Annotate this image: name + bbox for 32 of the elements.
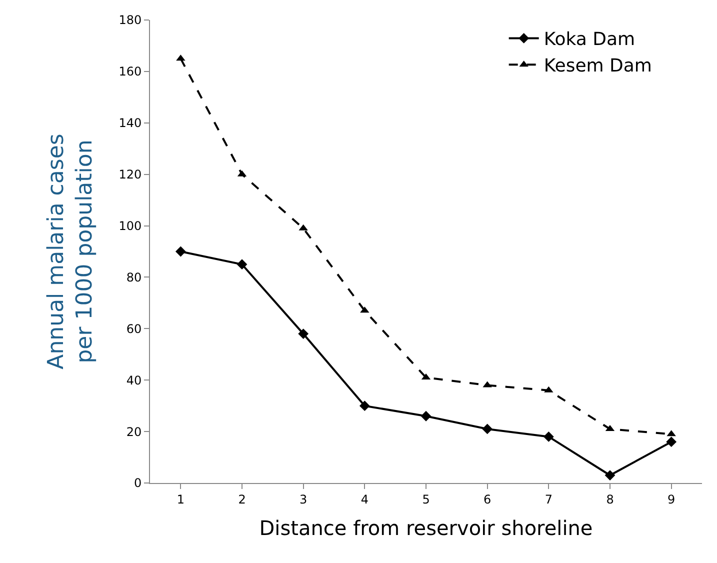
point	[420, 410, 432, 422]
x-tick-label: 8	[606, 492, 614, 506]
x-tick-label: 3	[300, 492, 308, 506]
y-tick-label: 140	[118, 116, 142, 130]
point	[175, 246, 186, 257]
x-tick-label: 2	[238, 492, 246, 506]
x-tick-label: 5	[422, 492, 430, 506]
legend-label: Kesem Dam	[544, 56, 652, 77]
y-tick-label: 100	[118, 218, 142, 233]
point	[666, 436, 677, 448]
point	[236, 259, 248, 270]
point	[359, 400, 370, 412]
y-tick-label: 60	[126, 322, 142, 336]
point	[298, 328, 309, 340]
y-tick-label: 80	[126, 270, 142, 284]
x-tick-label: 7	[544, 492, 552, 506]
y-tick-label: 0	[134, 476, 142, 490]
y-tick-label: 160	[118, 64, 142, 79]
y-tick-label: 180	[118, 13, 142, 28]
point	[482, 424, 493, 434]
point	[543, 432, 554, 442]
x-tick-label: 6	[484, 492, 492, 506]
legend-label: Koka Dam	[544, 29, 636, 50]
x-axis-title: Distance from reservoir shoreline	[259, 516, 593, 540]
x-tick-label: 1	[176, 492, 184, 506]
x-tick-label: 4	[360, 492, 368, 506]
y-axis-title: Annual malaria cases per 1000 population	[44, 134, 98, 370]
y-tick-label: 20	[126, 424, 142, 439]
y-tick-label: 120	[118, 168, 142, 182]
point	[604, 470, 616, 480]
x-tick-label: 9	[668, 492, 676, 506]
y-tick-label: 40	[126, 373, 142, 388]
